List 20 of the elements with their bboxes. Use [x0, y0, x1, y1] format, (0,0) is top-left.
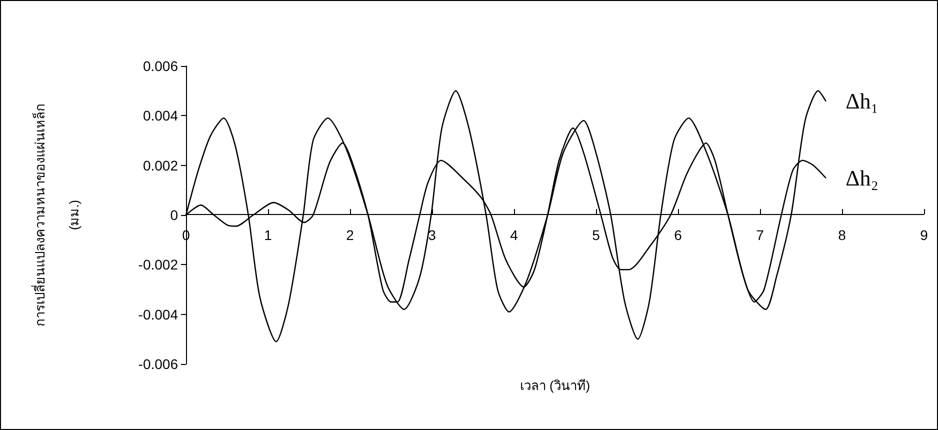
- x-tick-label: 1: [264, 227, 272, 243]
- x-tick-label: 3: [428, 227, 436, 243]
- x-tick-label: 9: [920, 227, 928, 243]
- x-axis-title: เวลา (วินาที): [520, 378, 590, 393]
- y-tick-label: 0.006: [142, 58, 178, 74]
- x-tick-label: 2: [346, 227, 354, 243]
- y-tick-label: 0.002: [142, 157, 178, 174]
- y-tick-label: -0.004: [138, 306, 178, 322]
- y-tick-label: -0.002: [138, 256, 178, 273]
- y-tick-label: -0.006: [138, 356, 178, 372]
- x-tick-label: 4: [510, 227, 518, 243]
- text: การเปลี่ยนแปลงความหนาของแผ่นเหล็ก (มม.): [32, 104, 82, 326]
- x-tick-label: 5: [592, 227, 600, 243]
- x-tick-label: 7: [756, 227, 764, 243]
- y-tick-label: 0: [170, 207, 178, 223]
- x-tick-label: 8: [838, 227, 846, 243]
- y-tick-label: 0.004: [142, 108, 178, 124]
- series-label: Δh₁: [846, 88, 878, 114]
- series-label: Δh₂: [846, 165, 878, 190]
- x-tick-label: 6: [674, 227, 682, 243]
